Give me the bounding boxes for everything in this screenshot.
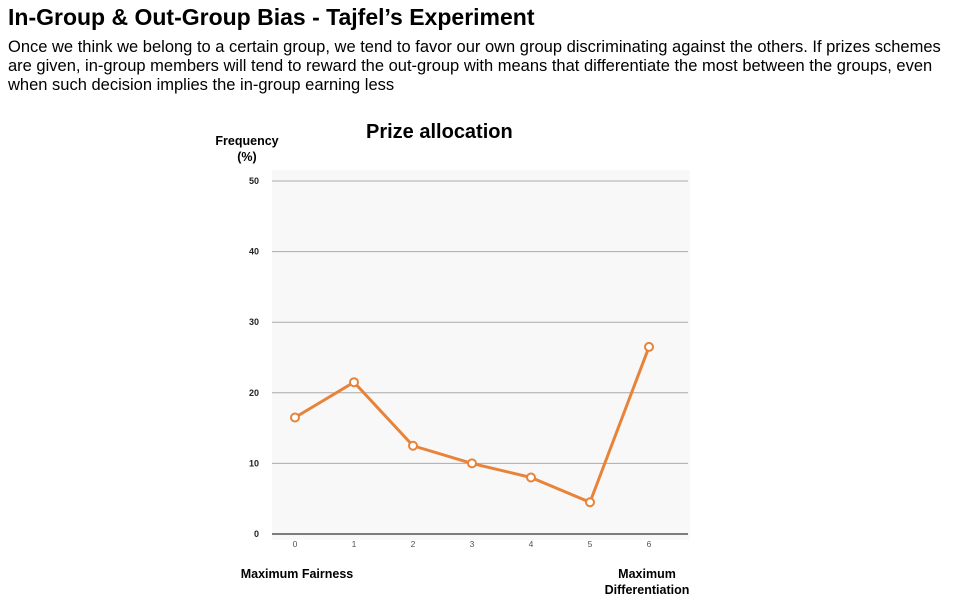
y-tick-label: 10 [249,458,259,468]
y-tick-label: 50 [249,176,259,186]
data-point [467,458,477,469]
data-point [408,440,418,451]
x-tick-label: 6 [647,539,652,549]
annotation-maximum-fairness: Maximum Fairness [240,567,354,581]
data-point [526,472,536,483]
chart-title: Prize allocation [366,121,513,143]
y-tick-label: 40 [249,247,259,257]
slide-body-text: Once we think we belong to a certain gro… [8,38,941,94]
y-tick-label: 0 [254,529,259,539]
annotation-maximum-differentiation: Maximum Differentiation [604,567,690,597]
x-tick-label: 0 [293,539,298,549]
x-tick-label: 2 [411,539,416,549]
data-point [585,497,595,508]
y-axis-label: Frequency (%) [215,134,279,164]
x-tick-label: 3 [470,539,475,549]
slide-title: In-Group & Out-Group Bias - Tajfel’s Exp… [8,4,535,30]
data-point [290,412,300,423]
x-tick-label: 4 [529,539,534,549]
x-tick-label: 5 [588,539,593,549]
data-point [349,377,359,388]
series-line [293,345,651,504]
x-tick-label: 1 [352,539,357,549]
plot-background [272,170,690,540]
y-tick-label: 20 [249,388,259,398]
data-point [644,341,654,352]
y-tick-label: 30 [249,317,259,327]
